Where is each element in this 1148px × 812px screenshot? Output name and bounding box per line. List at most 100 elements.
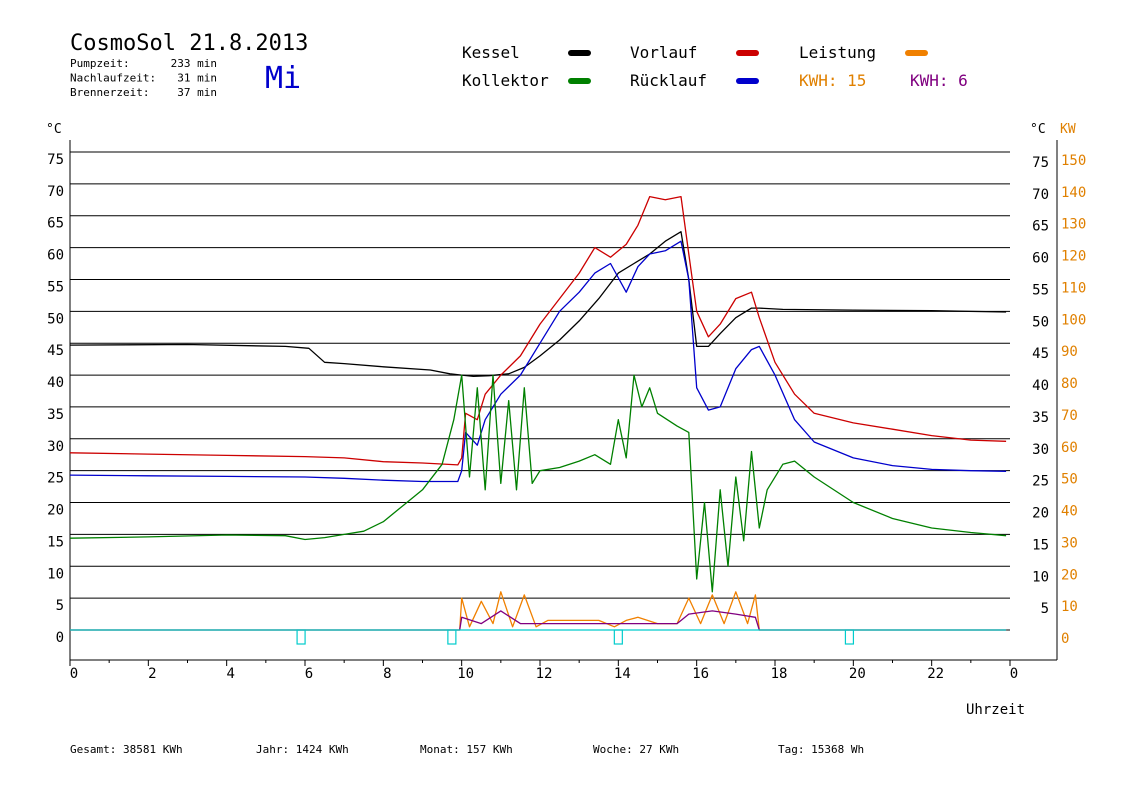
chart-title: CosmoSol 21.8.2013 xyxy=(70,31,308,56)
stat-value: 233 min xyxy=(171,57,217,70)
footer-stat: Gesamt: 38581 KWh xyxy=(70,743,183,756)
x-tick-label: 16 xyxy=(692,666,709,682)
chart-series xyxy=(69,195,1007,645)
x-axis-label: Uhrzeit xyxy=(966,702,1025,718)
y-right-tick-label: 35 xyxy=(1032,410,1049,426)
x-tick-label: 6 xyxy=(305,666,313,682)
stat-label: Pumpzeit: xyxy=(70,57,130,70)
right-axis-unit-temp: °C xyxy=(1030,122,1046,137)
footer-stat: Woche: 27 KWh xyxy=(593,743,679,756)
series-line-kwh xyxy=(70,610,1007,631)
y2-tick-label: 50 xyxy=(1061,472,1078,488)
footer-stat: Tag: 15368 Wh xyxy=(778,743,864,756)
y-tick-label: 20 xyxy=(47,503,64,519)
y-right-tick-label: 10 xyxy=(1032,569,1049,585)
y2-tick-label: 30 xyxy=(1061,535,1078,551)
footer-stat: Jahr: 1424 KWh xyxy=(256,743,349,756)
series-line-vorlauf xyxy=(69,195,1007,466)
x-tick-label: 0 xyxy=(70,666,78,682)
right-axis-unit-power: KW xyxy=(1060,122,1076,137)
stat-value: 31 min xyxy=(177,72,217,85)
pump-marker xyxy=(447,629,457,645)
series-line-kessel xyxy=(69,231,1007,377)
x-tick-label: 14 xyxy=(614,666,631,682)
y-tick-label: 30 xyxy=(47,439,64,455)
y-tick-label: 0 xyxy=(56,630,64,646)
y2-tick-label: 130 xyxy=(1061,217,1086,233)
y-axis-left: 0 5 10 15 20 25 30 35 40 45 50 55 60 65 70 75 xyxy=(47,152,64,646)
y-right-tick-label: 60 xyxy=(1032,251,1049,267)
y2-tick-label: 80 xyxy=(1061,376,1078,392)
y2-tick-label: 20 xyxy=(1061,567,1078,583)
x-tick-label: 18 xyxy=(771,666,788,682)
y-axis-right: 5 10 15 20 25 30 35 40 45 50 55 60 65 70 75 0 10 20 30 40 50… xyxy=(1032,153,1086,647)
chart-grid xyxy=(69,140,1058,661)
y2-tick-label: 40 xyxy=(1061,504,1078,520)
y-tick-label: 5 xyxy=(56,598,64,614)
y-tick-label: 75 xyxy=(47,152,64,168)
pump-marker xyxy=(844,629,855,645)
y-right-tick-label: 45 xyxy=(1032,346,1049,362)
x-tick-label: 12 xyxy=(536,666,553,682)
y-tick-label: 25 xyxy=(47,471,64,487)
pump-marker xyxy=(296,629,306,645)
x-tick-label: 4 xyxy=(226,666,234,682)
y-tick-label: 55 xyxy=(47,279,64,295)
stat-label: Brennerzeit: xyxy=(70,86,149,99)
stat-value: 37 min xyxy=(177,86,217,99)
y-tick-label: 50 xyxy=(47,311,64,327)
weekday-label: Mi xyxy=(265,61,301,96)
y2-tick-label: 0 xyxy=(1061,631,1069,647)
y2-tick-label: 60 xyxy=(1061,440,1078,456)
y-tick-label: 45 xyxy=(47,343,64,359)
x-tick-label: 8 xyxy=(383,666,391,682)
y-right-tick-label: 25 xyxy=(1032,474,1049,490)
legend-label: Leistung xyxy=(799,43,876,62)
footer-stat: Monat: 157 KWh xyxy=(420,743,513,756)
y-right-tick-label: 65 xyxy=(1032,219,1049,235)
legend-label: Kessel xyxy=(462,43,520,62)
y-right-tick-label: 15 xyxy=(1032,537,1049,553)
y2-tick-label: 70 xyxy=(1061,408,1078,424)
y2-tick-label: 110 xyxy=(1061,280,1086,296)
series-line-leistung xyxy=(70,591,1007,631)
y-right-tick-label: 70 xyxy=(1032,187,1049,203)
y-right-tick-label: 55 xyxy=(1032,282,1049,298)
series-line-rücklauf xyxy=(69,240,1007,483)
stat-label: Nachlaufzeit: xyxy=(70,72,156,85)
y-tick-label: 70 xyxy=(47,184,64,200)
stats-block: Pumpzeit: 233 min Nachlaufzeit: 31 min Brenn… xyxy=(70,57,217,99)
y2-tick-label: 90 xyxy=(1061,344,1078,360)
legend: Kessel Vorlauf Leistung Kollektor Rücklauf KW… xyxy=(462,43,968,90)
y2-tick-label: 150 xyxy=(1061,153,1086,169)
legend-label: Kollektor xyxy=(462,71,549,90)
footer-stats: Gesamt: 38581 KWh Jahr: 1424 KWh Monat: 15… xyxy=(70,743,864,756)
y2-tick-label: 100 xyxy=(1061,312,1086,328)
pump-marker xyxy=(613,629,623,645)
y-tick-label: 35 xyxy=(47,407,64,423)
y2-tick-label: 140 xyxy=(1061,185,1086,201)
legend-label: Vorlauf xyxy=(630,43,697,62)
y-right-tick-label: 40 xyxy=(1032,378,1049,394)
y-right-tick-label: 30 xyxy=(1032,442,1049,458)
y2-tick-label: 120 xyxy=(1061,249,1086,265)
series-line-kollektor xyxy=(69,374,1007,593)
y-right-tick-label: 5 xyxy=(1041,601,1049,617)
y2-tick-label: 10 xyxy=(1061,599,1078,615)
y-tick-label: 10 xyxy=(47,566,64,582)
y-tick-label: 15 xyxy=(47,534,64,550)
x-tick-label: 2 xyxy=(148,666,156,682)
y-tick-label: 65 xyxy=(47,216,64,232)
y-right-tick-label: 75 xyxy=(1032,155,1049,171)
x-tick-label: 22 xyxy=(927,666,944,682)
left-axis-unit: °C xyxy=(46,122,62,137)
y-tick-label: 60 xyxy=(47,248,64,264)
legend-label: Rücklauf xyxy=(630,71,707,90)
y-right-tick-label: 50 xyxy=(1032,314,1049,330)
x-tick-label: 10 xyxy=(457,666,474,682)
kwh-total-1: KWH: 15 xyxy=(799,71,866,90)
x-tick-label: 20 xyxy=(849,666,866,682)
y-tick-label: 40 xyxy=(47,375,64,391)
x-tick-label: 0 xyxy=(1010,666,1018,682)
